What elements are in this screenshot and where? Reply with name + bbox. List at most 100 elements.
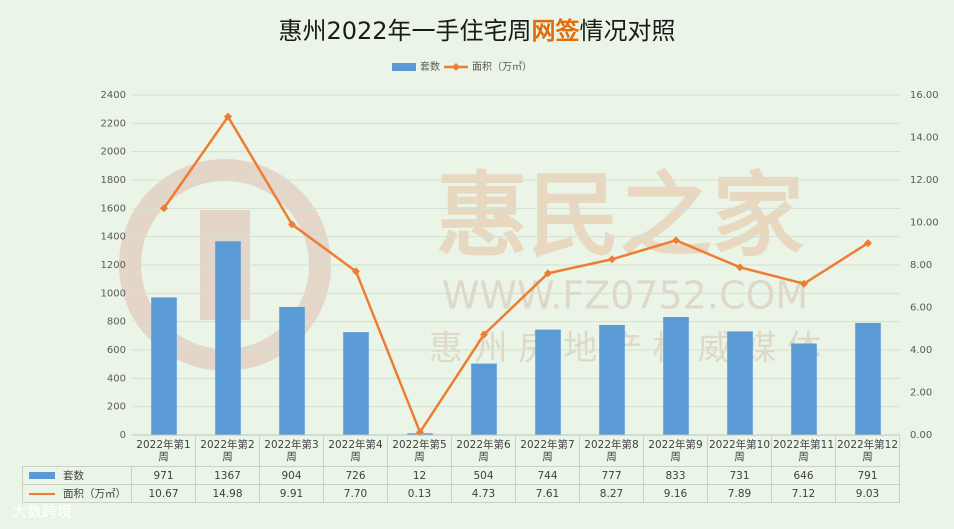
table-value: 9.91	[260, 485, 324, 503]
bar	[471, 363, 497, 435]
title-highlight: 网签	[532, 17, 581, 45]
table-value: 971	[132, 467, 196, 485]
title-part: 惠州2022年一手住宅周	[278, 17, 531, 45]
x-tick-label: 2022年第5周	[388, 436, 452, 467]
watermark: 惠 州 房 地 产 权 威 媒 体	[429, 329, 821, 369]
bar	[855, 322, 881, 435]
y-tick-label: 2200	[101, 118, 126, 129]
table-value: 7.89	[708, 485, 772, 503]
x-tick-label: 2022年第3周	[260, 436, 324, 467]
bar	[599, 324, 625, 435]
bar	[343, 332, 369, 435]
logo-text: 大数跨境	[12, 503, 72, 521]
bar	[727, 331, 753, 435]
y2-tick-label: 10.00	[910, 218, 939, 229]
y2-tick-label: 8.00	[910, 260, 932, 271]
x-tick-label: 2022年第1周	[132, 436, 196, 467]
table-corner	[22, 436, 132, 467]
legend-swatch	[392, 63, 416, 71]
table-value: 9.03	[836, 485, 900, 503]
legend-swatch	[452, 63, 460, 71]
x-tick-label: 2022年第12周	[836, 436, 900, 467]
line-point	[544, 269, 552, 278]
table-value: 777	[580, 467, 644, 485]
line-point	[480, 330, 488, 339]
x-tick-label: 2022年第9周	[644, 436, 708, 467]
y-tick-label: 600	[107, 345, 126, 356]
x-tick-label: 2022年第6周	[452, 436, 516, 467]
y2-tick-label: 0.00	[910, 430, 932, 441]
table-value: 0.13	[388, 485, 452, 503]
y2-tick-label: 14.00	[910, 133, 939, 144]
y2-tick-label: 4.00	[910, 345, 932, 356]
bar	[535, 329, 561, 435]
y-tick-label: 0	[120, 430, 126, 441]
table-series-name: 面积（万㎡）	[22, 485, 132, 503]
bar	[151, 297, 177, 435]
x-tick-label: 2022年第4周	[324, 436, 388, 467]
table-value: 731	[708, 467, 772, 485]
title-part: 情况对照	[580, 17, 676, 45]
table-value: 10.67	[132, 485, 196, 503]
x-tick-label: 2022年第10周	[708, 436, 772, 467]
watermark: 惠民之家	[436, 162, 804, 269]
table-value: 12	[388, 467, 452, 485]
chart-title: 惠州2022年一手住宅周网签情况对照	[278, 17, 675, 45]
x-tick-label: 2022年第2周	[196, 436, 260, 467]
y-tick-label: 800	[107, 317, 126, 328]
line-point	[736, 263, 744, 272]
y-tick-label: 1000	[101, 288, 126, 299]
legend-label: 套数	[420, 60, 440, 73]
table-value: 744	[516, 467, 580, 485]
y-tick-label: 200	[107, 402, 126, 413]
bar	[215, 241, 241, 435]
line-point	[352, 267, 360, 276]
line-point	[416, 428, 424, 437]
line-point	[160, 204, 168, 213]
table-value: 8.27	[580, 485, 644, 503]
table-legend-symbol	[29, 472, 55, 479]
table-value: 791	[836, 467, 900, 485]
table-series-name: 套数	[22, 467, 132, 485]
x-tick-label: 2022年第11周	[772, 436, 836, 467]
table-series-label: 面积（万㎡）	[63, 487, 126, 500]
table-series-label: 套数	[63, 469, 84, 482]
line	[162, 114, 869, 435]
watermark: WWW.FZ0752.COM	[442, 274, 808, 318]
x-tick-label: 2022年第8周	[580, 436, 644, 467]
y-tick-label: 2000	[101, 147, 126, 158]
line-point	[672, 236, 680, 245]
table-value: 833	[644, 467, 708, 485]
bar	[791, 343, 817, 435]
table-value: 1367	[196, 467, 260, 485]
table-value: 14.98	[196, 485, 260, 503]
y-tick-label: 2400	[101, 90, 126, 101]
line-point	[800, 279, 808, 288]
y-tick-label: 1600	[101, 203, 126, 214]
table-value: 9.16	[644, 485, 708, 503]
y-tick-label: 1800	[101, 175, 126, 186]
y-tick-label: 400	[107, 373, 126, 384]
line-point	[224, 112, 232, 121]
line-point	[608, 255, 616, 264]
line-point	[864, 239, 872, 248]
bar	[279, 306, 305, 435]
table-value: 7.61	[516, 485, 580, 503]
table-value: 904	[260, 467, 324, 485]
y2-tick-label: 12.00	[910, 175, 939, 186]
y-tick-label: 1400	[101, 232, 126, 243]
y2-tick-label: 16.00	[910, 90, 939, 101]
line-point	[288, 220, 296, 229]
table-value: 726	[324, 467, 388, 485]
table-value: 7.70	[324, 485, 388, 503]
y2-tick-label: 2.00	[910, 388, 932, 399]
table-value: 646	[772, 467, 836, 485]
y-tick-label: 1200	[101, 260, 126, 271]
bar	[663, 316, 689, 435]
x-tick-label: 2022年第7周	[516, 436, 580, 467]
y2-tick-label: 6.00	[910, 303, 932, 314]
table-legend-symbol	[29, 492, 55, 495]
table-value: 504	[452, 467, 516, 485]
